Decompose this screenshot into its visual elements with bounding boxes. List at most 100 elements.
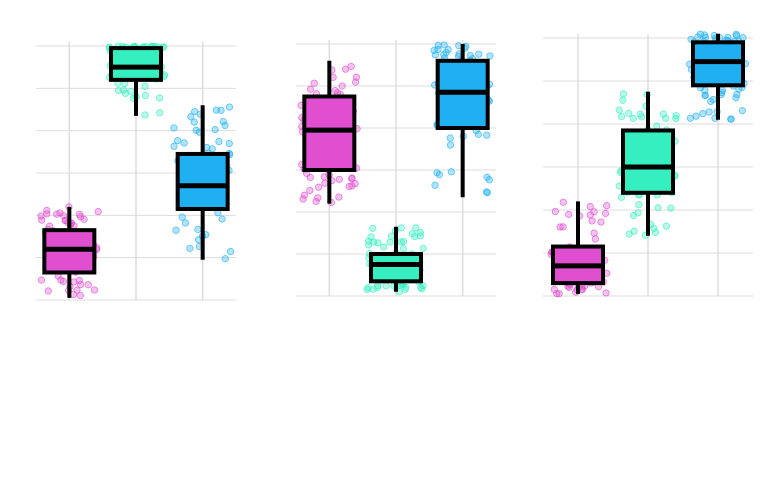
data-point bbox=[399, 245, 408, 253]
data-point bbox=[76, 291, 85, 300]
data-point bbox=[194, 225, 202, 234]
data-point bbox=[114, 86, 123, 95]
data-point bbox=[373, 283, 382, 292]
data-point bbox=[431, 181, 439, 189]
data-point bbox=[186, 244, 194, 252]
data-point bbox=[434, 41, 442, 49]
data-point bbox=[174, 136, 182, 145]
box-group_b bbox=[369, 252, 423, 284]
data-point bbox=[312, 197, 320, 206]
data-point bbox=[586, 202, 594, 211]
data-point bbox=[444, 45, 452, 54]
data-point bbox=[141, 82, 149, 90]
data-point bbox=[440, 41, 448, 49]
data-point bbox=[212, 106, 220, 114]
data-point bbox=[369, 285, 377, 293]
data-point bbox=[634, 209, 642, 217]
box-group_b bbox=[621, 128, 675, 195]
data-point bbox=[127, 87, 135, 96]
data-point bbox=[44, 287, 52, 295]
data-point bbox=[382, 282, 390, 290]
box-plot-panel-2 bbox=[296, 40, 496, 297]
data-point bbox=[221, 255, 229, 263]
data-point bbox=[170, 124, 178, 132]
data-point bbox=[300, 191, 308, 199]
data-point bbox=[335, 193, 343, 201]
data-point bbox=[386, 238, 394, 246]
data-point bbox=[156, 109, 164, 117]
data-point bbox=[555, 290, 563, 298]
data-point bbox=[219, 117, 227, 126]
data-point bbox=[180, 139, 188, 147]
data-point bbox=[370, 238, 378, 246]
data-point bbox=[707, 97, 715, 106]
data-point bbox=[60, 212, 68, 220]
data-point bbox=[433, 169, 441, 177]
data-point bbox=[331, 86, 339, 95]
box-group_c bbox=[175, 151, 230, 211]
data-point bbox=[602, 289, 610, 297]
data-point bbox=[635, 200, 643, 209]
data-point bbox=[738, 107, 746, 115]
data-point bbox=[397, 224, 405, 232]
data-point bbox=[419, 282, 427, 290]
data-point bbox=[94, 208, 102, 216]
data-point bbox=[315, 183, 323, 191]
data-point bbox=[178, 213, 186, 221]
data-point bbox=[57, 276, 65, 284]
data-point bbox=[586, 211, 594, 219]
box-plot-panel-3 bbox=[543, 30, 753, 298]
data-point bbox=[654, 204, 662, 212]
data-point bbox=[692, 112, 700, 120]
data-point bbox=[314, 194, 322, 202]
data-point bbox=[486, 52, 494, 60]
data-point bbox=[619, 96, 627, 104]
data-point bbox=[120, 86, 128, 94]
data-point bbox=[369, 224, 377, 232]
data-point bbox=[430, 46, 438, 54]
data-point bbox=[338, 82, 346, 90]
data-point bbox=[732, 94, 740, 102]
data-point bbox=[53, 210, 61, 218]
data-point bbox=[700, 31, 709, 39]
data-point bbox=[363, 285, 371, 294]
data-point bbox=[701, 91, 709, 99]
data-point bbox=[411, 232, 419, 241]
data-point bbox=[559, 198, 567, 206]
data-point bbox=[659, 110, 667, 118]
data-point bbox=[597, 218, 605, 226]
data-point bbox=[310, 79, 318, 87]
data-point bbox=[483, 173, 491, 181]
data-point bbox=[636, 110, 644, 118]
data-point bbox=[90, 286, 99, 294]
data-point bbox=[380, 243, 388, 251]
data-point bbox=[466, 51, 474, 60]
data-point bbox=[190, 118, 198, 126]
data-point bbox=[701, 86, 709, 94]
data-point bbox=[321, 179, 329, 187]
data-point bbox=[348, 174, 356, 183]
data-point bbox=[733, 32, 741, 40]
data-point bbox=[397, 238, 405, 246]
data-point bbox=[630, 227, 638, 235]
data-point bbox=[705, 108, 713, 116]
data-point bbox=[615, 106, 623, 114]
data-point bbox=[601, 209, 610, 217]
data-point bbox=[629, 114, 637, 122]
data-point bbox=[474, 130, 482, 138]
data-point bbox=[651, 228, 660, 237]
data-point bbox=[306, 85, 315, 93]
data-point bbox=[412, 224, 420, 232]
data-point bbox=[170, 142, 178, 150]
data-point bbox=[483, 189, 491, 197]
data-point bbox=[352, 78, 360, 86]
data-point bbox=[306, 186, 314, 195]
box-group_a bbox=[302, 94, 357, 172]
data-point bbox=[667, 204, 675, 212]
data-point bbox=[187, 113, 195, 121]
data-point bbox=[75, 276, 83, 285]
data-point bbox=[588, 217, 596, 225]
data-point bbox=[565, 283, 573, 291]
data-point bbox=[221, 121, 229, 130]
data-point bbox=[590, 229, 598, 237]
